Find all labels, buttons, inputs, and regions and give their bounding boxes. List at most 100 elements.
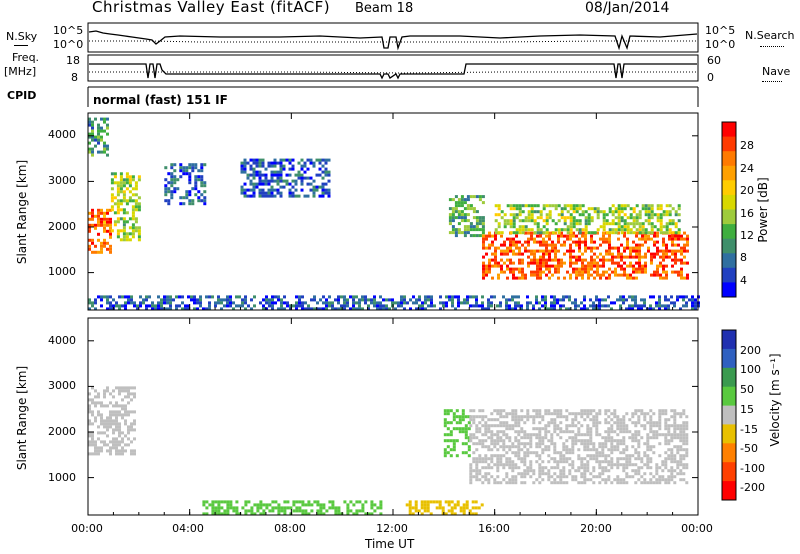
heatmap-cell	[634, 421, 638, 425]
heatmap-cell	[485, 267, 488, 271]
heatmap-cell	[349, 509, 353, 513]
heatmap-cell	[451, 298, 454, 302]
heatmap-cell	[97, 141, 100, 145]
heatmap-cell	[94, 440, 97, 444]
heatmap-cell	[637, 457, 641, 461]
heatmap-cell	[258, 164, 262, 168]
heatmap-cell	[116, 184, 120, 188]
heatmap-cell	[94, 389, 97, 393]
heatmap-cell	[276, 191, 280, 195]
heatmap-cell	[452, 415, 456, 419]
power-ytick: 3000	[48, 174, 76, 187]
heatmap-cell	[475, 469, 479, 473]
heatmap-cell	[529, 301, 532, 305]
heatmap-cell	[683, 276, 686, 280]
heatmap-cell	[637, 478, 641, 482]
heatmap-cell	[685, 304, 688, 308]
heatmap-cell	[640, 460, 644, 464]
heatmap-cell	[301, 503, 305, 507]
power-ytick: 2000	[48, 220, 76, 233]
heatmap-cell	[164, 187, 168, 191]
heatmap-cell	[571, 421, 575, 425]
heatmap-cell	[643, 415, 647, 419]
heatmap-cell	[536, 273, 539, 277]
heatmap-cell	[394, 307, 397, 311]
heatmap-cell	[607, 295, 610, 299]
heatmap-cell	[497, 273, 500, 277]
heatmap-cell	[574, 442, 578, 446]
heatmap-cell	[119, 238, 123, 242]
heatmap-cell	[667, 418, 671, 422]
heatmap-cell	[103, 244, 106, 248]
heatmap-cell	[680, 267, 683, 271]
heatmap-cell	[109, 449, 112, 453]
heatmap-cell	[122, 232, 126, 236]
heatmap-cell	[556, 409, 560, 413]
heatmap-cell	[145, 295, 148, 299]
heatmap-cell	[673, 445, 677, 449]
heatmap-cell	[139, 295, 142, 299]
heatmap-cell	[637, 415, 641, 419]
heatmap-cell	[514, 475, 518, 479]
heatmap-cell	[379, 304, 382, 308]
heatmap-cell	[571, 412, 575, 416]
heatmap-cell	[520, 430, 524, 434]
heatmap-cell	[343, 298, 346, 302]
heatmap-cell	[521, 267, 524, 271]
heatmap-cell	[223, 512, 227, 516]
heatmap-cell	[568, 457, 572, 461]
heatmap-cell	[575, 234, 578, 238]
heatmap-cell	[128, 184, 132, 188]
heatmap-cell	[667, 427, 671, 431]
heatmap-cell	[100, 413, 103, 417]
heatmap-cell	[562, 460, 566, 464]
heatmap-cell	[592, 421, 596, 425]
heatmap-cell	[443, 448, 447, 452]
heatmap-cell	[109, 422, 112, 426]
heatmap-cell	[490, 295, 493, 299]
heatmap-cell	[319, 307, 322, 311]
heatmap-cell	[598, 454, 602, 458]
heatmap-cell	[533, 258, 536, 262]
heatmap-cell	[494, 264, 497, 268]
heatmap-cell	[202, 512, 206, 516]
heatmap-cell	[367, 298, 370, 302]
heatmap-cell	[256, 506, 260, 510]
heatmap-cell	[243, 191, 247, 195]
heatmap-cell	[463, 216, 467, 220]
heatmap-cell	[511, 469, 515, 473]
heatmap-cell	[100, 401, 103, 405]
heatmap-cell	[454, 231, 458, 235]
power-colorbar-swatch	[722, 180, 736, 196]
heatmap-cell	[133, 428, 136, 432]
heatmap-cell	[604, 418, 608, 422]
heatmap-cell	[586, 463, 590, 467]
heatmap-cell	[164, 184, 168, 188]
heatmap-cell	[94, 135, 97, 139]
heatmap-cell	[572, 234, 575, 238]
heatmap-cell	[514, 466, 518, 470]
heatmap-cell	[128, 238, 132, 242]
heatmap-cell	[252, 185, 256, 189]
heatmap-cell	[532, 304, 535, 308]
heatmap-cell	[527, 255, 530, 259]
heatmap-cell	[526, 451, 530, 455]
heatmap-cell	[113, 172, 117, 176]
heatmap-cell	[676, 295, 679, 299]
heatmap-cell	[493, 439, 497, 443]
heatmap-cell	[581, 273, 584, 277]
heatmap-cell	[553, 421, 557, 425]
heatmap-cell	[530, 261, 533, 265]
heatmap-cell	[361, 503, 365, 507]
heatmap-cell	[580, 460, 584, 464]
heatmap-cell	[457, 295, 460, 299]
heatmap-cell	[106, 404, 109, 408]
heatmap-cell	[523, 451, 527, 455]
heatmap-cell	[461, 451, 465, 455]
heatmap-cell	[632, 207, 636, 211]
heatmap-cell	[199, 298, 202, 302]
heatmap-cell	[559, 475, 563, 479]
heatmap-cell	[261, 194, 265, 198]
heatmap-cell	[94, 244, 97, 248]
heatmap-cell	[125, 187, 129, 191]
